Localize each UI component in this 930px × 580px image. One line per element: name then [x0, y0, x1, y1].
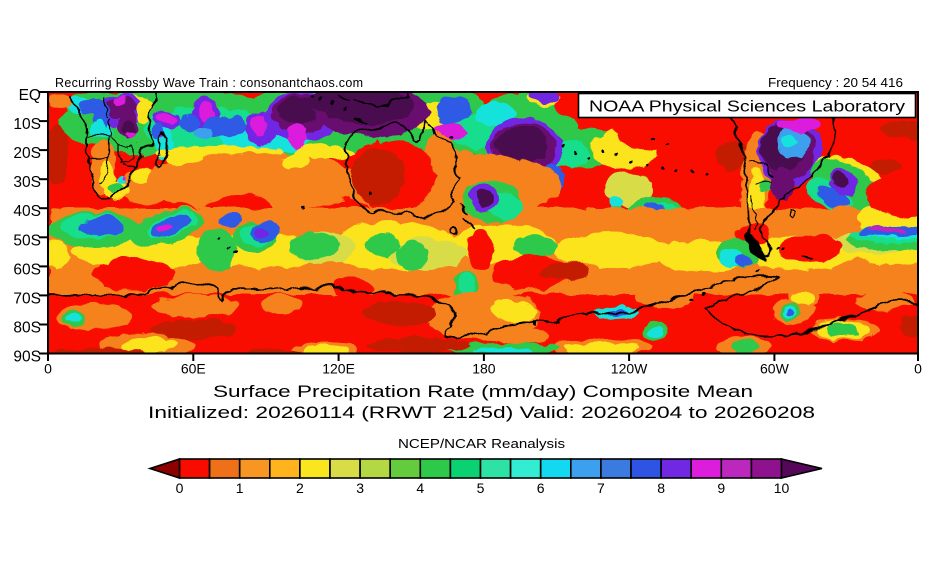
svg-text:2: 2	[296, 480, 304, 496]
svg-text:20S: 20S	[13, 145, 41, 162]
svg-text:Surface Precipitation Rate (mm: Surface Precipitation Rate (mm/day) Comp…	[213, 383, 753, 401]
svg-text:0: 0	[914, 361, 922, 377]
svg-text:NCEP/NCAR Reanalysis: NCEP/NCAR Reanalysis	[398, 437, 565, 451]
svg-text:60W: 60W	[760, 361, 790, 377]
svg-text:40S: 40S	[13, 203, 41, 220]
svg-text:180: 180	[472, 361, 496, 377]
svg-text:4: 4	[416, 480, 424, 496]
svg-text:120W: 120W	[611, 361, 648, 377]
svg-text:60S: 60S	[13, 261, 41, 278]
svg-text:6: 6	[537, 480, 545, 496]
svg-text:9: 9	[717, 480, 725, 496]
svg-text:0: 0	[44, 361, 52, 377]
svg-text:NOAA Physical Sciences Laborat: NOAA Physical Sciences Laboratory	[589, 99, 905, 116]
svg-text:60E: 60E	[181, 361, 206, 377]
svg-text:Recurring Rossby Wave Train :: Recurring Rossby Wave Train : consonantc…	[55, 76, 363, 90]
svg-text:0: 0	[176, 480, 184, 496]
svg-text:50S: 50S	[13, 232, 41, 249]
svg-text:5: 5	[477, 480, 485, 496]
svg-text:80S: 80S	[13, 320, 41, 337]
svg-text:8: 8	[657, 480, 665, 496]
svg-text:3: 3	[356, 480, 364, 496]
svg-text:Initialized: 20260114 (RRWT 21: Initialized: 20260114 (RRWT 2125d) Valid…	[148, 404, 815, 422]
svg-text:120E: 120E	[322, 361, 355, 377]
svg-text:1: 1	[236, 480, 244, 496]
svg-text:10: 10	[774, 480, 790, 496]
svg-text:70S: 70S	[13, 290, 41, 307]
svg-text:7: 7	[597, 480, 605, 496]
svg-text:EQ: EQ	[19, 87, 41, 104]
svg-text:10S: 10S	[13, 116, 41, 133]
svg-text:90S: 90S	[13, 349, 41, 366]
svg-text:Frequency : 20 54 416: Frequency : 20 54 416	[768, 76, 903, 90]
svg-text:30S: 30S	[13, 174, 41, 191]
